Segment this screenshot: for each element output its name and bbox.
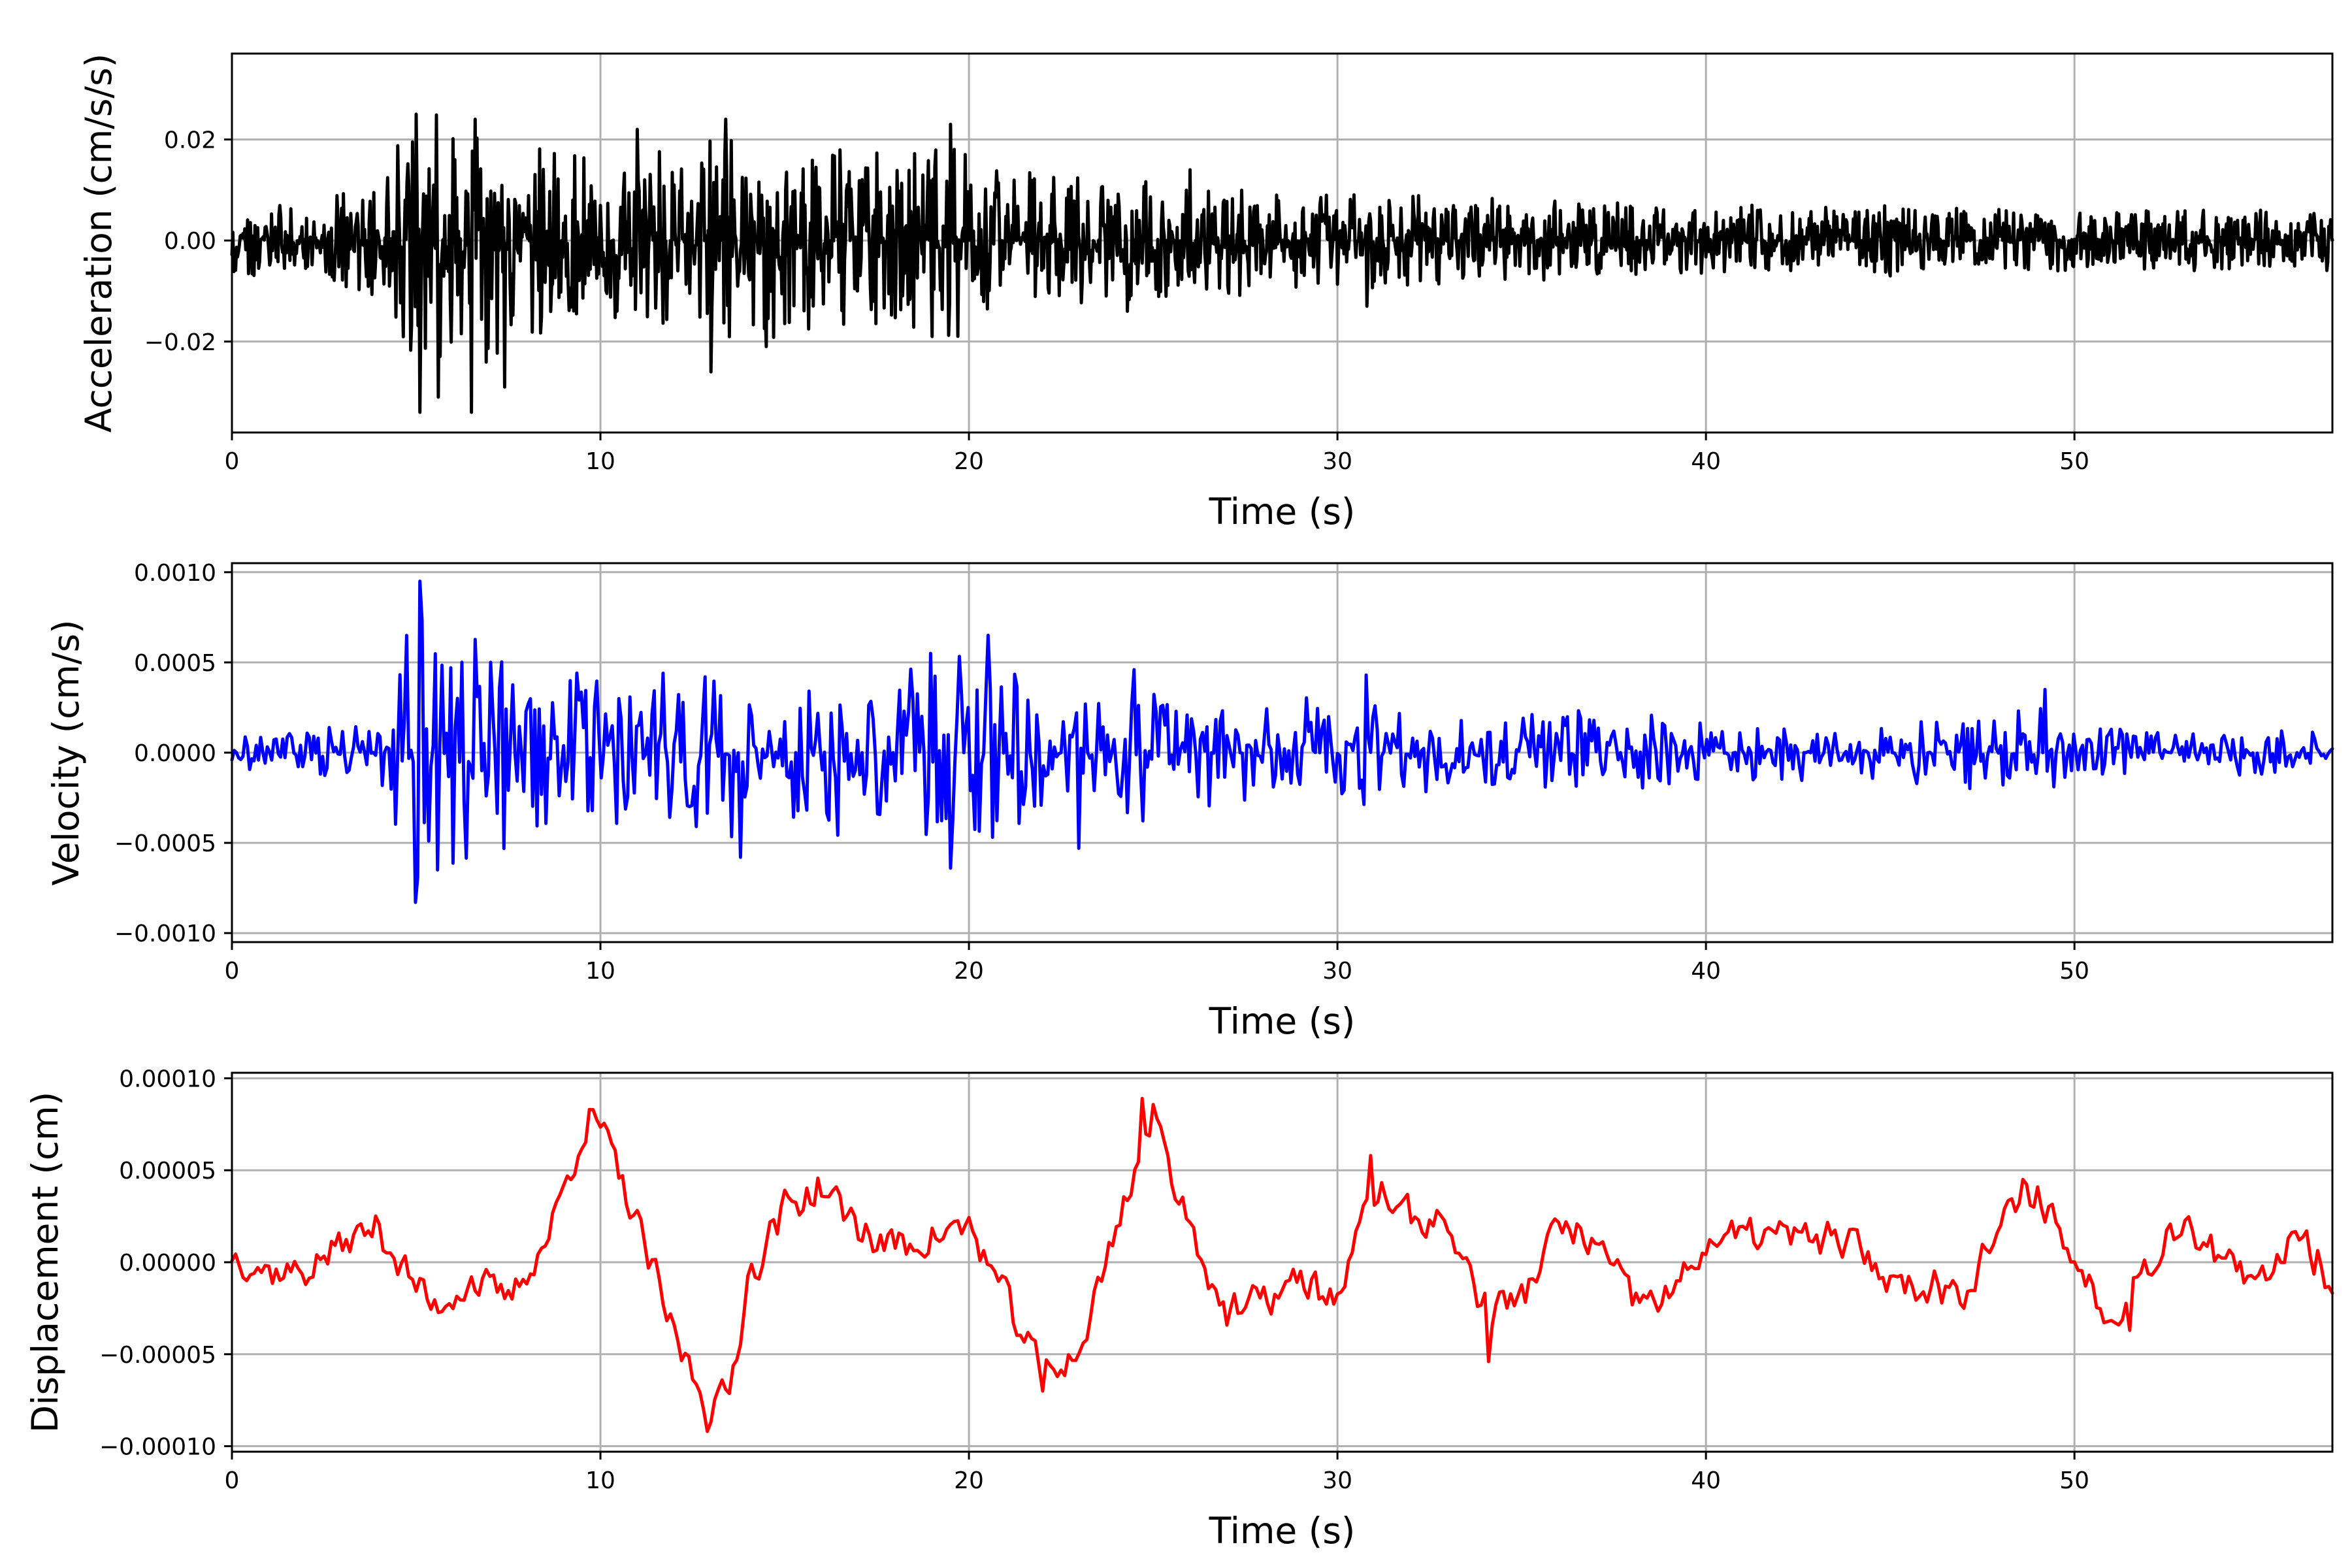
displacement-x-tick-label: 30 — [1322, 1467, 1352, 1494]
velocity-y-tick-label: 0.0000 — [134, 740, 216, 767]
velocity-x-axis-label: Time (s) — [1209, 1000, 1356, 1042]
displacement-x-axis-label: Time (s) — [1209, 1510, 1356, 1552]
velocity-x-tick-label: 20 — [954, 958, 984, 985]
acceleration-x-tick-label: 10 — [585, 448, 615, 475]
displacement-y-tick-label: 0.00000 — [119, 1250, 216, 1277]
acceleration-panel: 0 10 20 30 40 50 −0.02 0.00 0.02 Time (s) Accelera… — [78, 52, 2334, 532]
velocity-y-tick-label: −0.0005 — [114, 830, 216, 857]
displacement-x-tick-label: 0 — [225, 1467, 240, 1494]
velocity-series-line — [230, 580, 2334, 904]
displacement-panel: 0 10 20 30 40 50 −0.00010 −0.00005 0.00000 0.0000… — [24, 1066, 2334, 1552]
acceleration-x-tick-label: 30 — [1322, 448, 1352, 475]
displacement-x-tick-label: 20 — [954, 1467, 984, 1494]
acceleration-y-tick-label: 0.00 — [164, 228, 216, 255]
acceleration-series-line — [230, 112, 2334, 414]
displacement-x-tick-label: 50 — [2059, 1467, 2089, 1494]
displacement-x-tick-label: 10 — [585, 1467, 615, 1494]
velocity-y-tick-label: 0.0005 — [134, 650, 216, 677]
acceleration-x-axis-label: Time (s) — [1209, 491, 1356, 532]
acceleration-x-tick-label: 0 — [225, 448, 240, 475]
velocity-y-axis-label: Velocity (cm/s) — [45, 619, 87, 885]
velocity-x-tick-label: 30 — [1322, 958, 1352, 985]
velocity-x-tick-label: 50 — [2059, 958, 2089, 985]
displacement-y-tick-label: 0.00010 — [119, 1066, 216, 1092]
acceleration-plot-frame — [231, 52, 2334, 434]
acceleration-y-axis-label: Acceleration (cm/s/s) — [78, 54, 120, 433]
velocity-y-tick-label: −0.0010 — [114, 921, 216, 947]
displacement-y-tick-label: −0.00010 — [99, 1434, 216, 1461]
velocity-panel: 0 10 20 30 40 50 −0.0010 −0.0005 0.0000 0.0005 0.0… — [45, 560, 2334, 1042]
acceleration-x-tick-label: 20 — [954, 448, 984, 475]
velocity-x-tick-label: 0 — [225, 958, 240, 985]
displacement-y-axis-label: Displacement (cm) — [24, 1092, 66, 1433]
displacement-series-line — [230, 1096, 2334, 1433]
velocity-x-tick-label: 40 — [1691, 958, 1721, 985]
velocity-x-tick-label: 10 — [585, 958, 615, 985]
acceleration-y-tick-label: 0.02 — [164, 127, 216, 154]
displacement-x-tick-label: 40 — [1691, 1467, 1721, 1494]
acceleration-x-tick-label: 40 — [1691, 448, 1721, 475]
acceleration-x-tick-label: 50 — [2059, 448, 2089, 475]
displacement-y-tick-label: −0.00005 — [99, 1342, 216, 1369]
acceleration-y-tick-label: −0.02 — [144, 329, 216, 356]
displacement-y-tick-label: 0.00005 — [119, 1158, 216, 1184]
velocity-y-tick-label: 0.0010 — [134, 560, 216, 587]
